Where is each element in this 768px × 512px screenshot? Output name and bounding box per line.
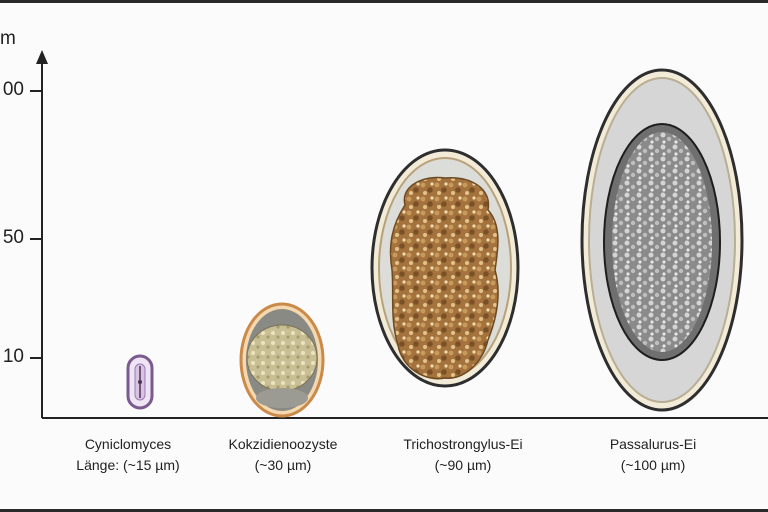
top-border: [0, 0, 768, 3]
kokzidienoozyste-cell: [239, 302, 325, 418]
caption-kokzidienoozyste-name: Kokzidienoozyste: [228, 436, 338, 452]
caption-cyniclomyces-size: Länge: (~15 µm): [76, 457, 180, 473]
caption-trichostrongylus: Trichostrongylus-Ei (~90 µm): [378, 434, 548, 476]
tick-label-middle: 50: [2, 227, 24, 248]
tick-label-bottom: 10: [2, 346, 24, 367]
caption-passalurus-size: (~100 µm): [620, 457, 686, 473]
caption-passalurus: Passalurus-Ei (~100 µm): [578, 434, 728, 476]
passalurus-egg: [580, 68, 744, 412]
y-axis: [36, 50, 48, 418]
caption-passalurus-name: Passalurus-Ei: [609, 436, 697, 452]
caption-kokzidienoozyste: Kokzidienoozyste (~30 µm): [208, 434, 358, 476]
trichostrongylus-egg: [370, 148, 520, 388]
caption-cyniclomyces: Cyniclomyces Länge: (~15 µm): [58, 434, 198, 476]
cyniclomyces-cell: [126, 354, 154, 410]
axis-unit-label: m: [0, 28, 16, 49]
tick-label-top: 00: [2, 79, 24, 100]
caption-trichostrongylus-size: (~90 µm): [434, 457, 492, 473]
bottom-border: [0, 509, 768, 512]
caption-cyniclomyces-name: Cyniclomyces: [84, 436, 172, 452]
caption-kokzidienoozyste-size: (~30 µm): [254, 457, 312, 473]
caption-trichostrongylus-name: Trichostrongylus-Ei: [403, 436, 523, 452]
